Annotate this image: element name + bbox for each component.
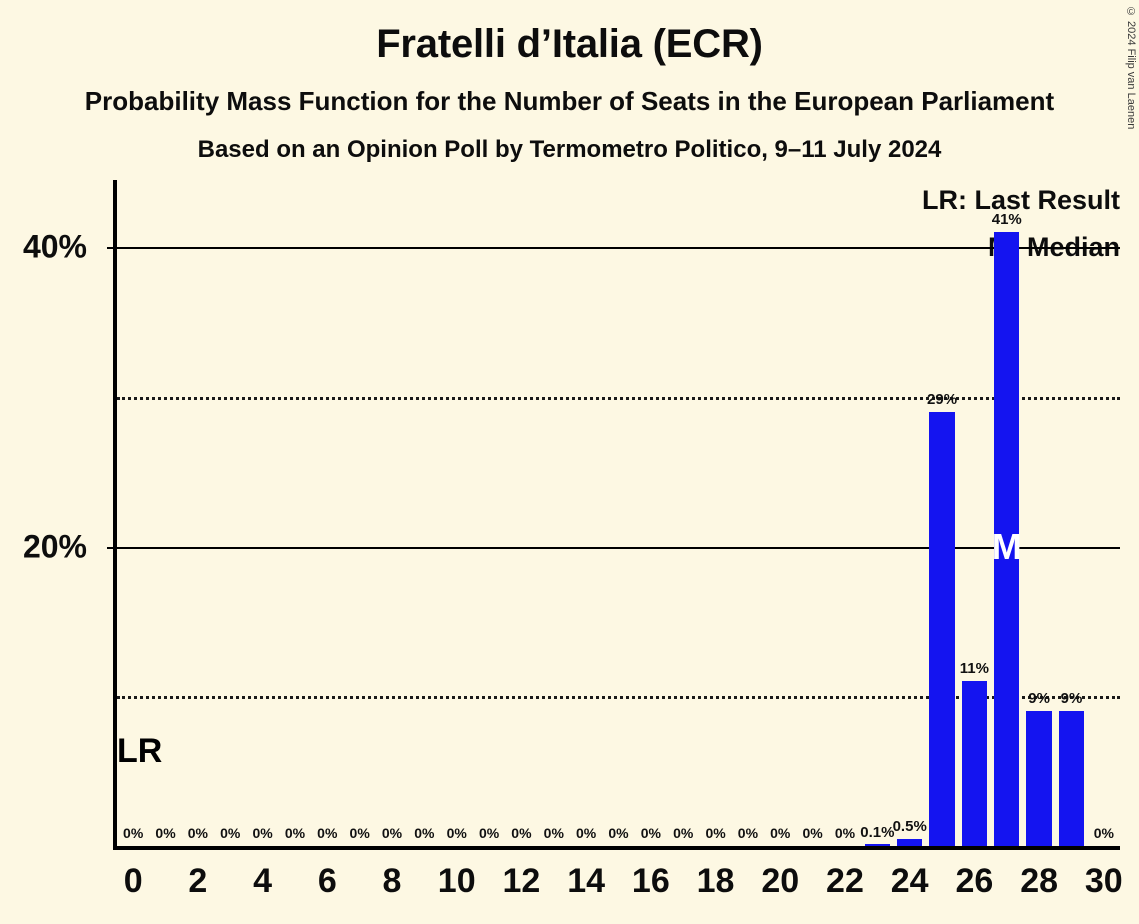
y-tick-label-40: 40%	[22, 228, 87, 265]
gridline-solid-40	[117, 247, 1120, 250]
bar-seat-27[interactable]	[994, 232, 1020, 846]
bar-value-label-seat-30: 0%	[1093, 825, 1114, 841]
bar-value-label-seat-15: 0%	[608, 825, 629, 841]
y-tick-40	[107, 247, 119, 250]
bar-value-label-seat-12: 0%	[511, 825, 532, 841]
bar-value-label-seat-0: 0%	[123, 825, 144, 841]
x-tick-label-30: 30	[1084, 862, 1123, 900]
y-axis-line	[113, 180, 117, 850]
bar-value-label-seat-3: 0%	[220, 825, 241, 841]
bar-value-label-seat-20: 0%	[770, 825, 791, 841]
x-axis-line	[113, 846, 1120, 850]
bar-value-label-seat-11: 0%	[478, 825, 500, 841]
bar-value-label-seat-25: 29%	[927, 390, 958, 408]
bar-value-label-seat-28: 9%	[1028, 690, 1050, 708]
x-tick-label-28: 28	[1020, 862, 1059, 900]
gridline-dotted-30	[117, 397, 1120, 400]
bar-value-label-seat-7: 0%	[349, 825, 370, 841]
bar-value-label-seat-5: 0%	[284, 825, 306, 841]
x-tick-label-10: 10	[437, 862, 476, 900]
bar-value-label-seat-8: 0%	[381, 825, 403, 841]
copyright-notice: © 2024 Filip van Laenen	[1125, 6, 1137, 130]
bar-value-label-seat-29: 9%	[1060, 690, 1083, 708]
y-tick-20	[107, 546, 119, 549]
bar-value-label-seat-17: 0%	[673, 825, 694, 841]
bar-seat-29[interactable]	[1058, 711, 1085, 846]
gridline-solid-20	[117, 546, 1120, 549]
bar-value-label-seat-1: 0%	[155, 825, 176, 841]
bar-value-label-seat-18: 0%	[705, 825, 726, 841]
gridline-dotted-10	[117, 696, 1120, 700]
page-title: Fratelli d’Italia (ECR)	[376, 22, 763, 66]
bar-value-label-seat-4: 0%	[252, 825, 273, 841]
x-tick-label-8: 8	[382, 862, 402, 900]
legend-last-result: LR: Last Result	[921, 185, 1120, 215]
x-tick-label-26: 26	[955, 862, 994, 900]
bar-seat-23[interactable]	[864, 844, 890, 846]
bar-seat-28[interactable]	[1026, 711, 1052, 846]
x-tick-label-6: 6	[317, 862, 337, 900]
bar-value-label-seat-2: 0%	[187, 825, 208, 841]
bar-value-label-seat-27: 41%	[991, 211, 1022, 229]
bar-value-label-seat-23: 0.1%	[860, 823, 895, 841]
x-tick-label-4: 4	[253, 862, 273, 900]
bar-value-label-seat-16: 0%	[640, 825, 661, 841]
x-tick-label-2: 2	[188, 862, 208, 900]
bar-value-label-seat-13: 0%	[543, 825, 564, 841]
y-tick-label-20: 20%	[22, 528, 87, 565]
median-marker: M	[991, 525, 1022, 567]
bar-value-label-seat-14: 0%	[576, 825, 597, 841]
bar-seat-24[interactable]	[897, 838, 923, 846]
x-tick-label-20: 20	[761, 862, 800, 900]
bar-value-label-seat-21: 0%	[802, 825, 823, 841]
bar-value-label-seat-22: 0%	[834, 825, 856, 841]
x-tick-label-16: 16	[631, 862, 670, 900]
x-tick-label-0: 0	[123, 862, 143, 900]
bar-value-label-seat-19: 0%	[737, 825, 759, 841]
plot-area: 20% 40% 0% 0% 0% 0% 0% 0% 0% 0% 0% 0% 0% 0% 0% 0% 0% 0% 0…	[23, 180, 1123, 900]
bar-seat-26[interactable]	[961, 681, 988, 846]
bar-value-label-seat-26: 11%	[959, 660, 989, 678]
chart-subtitle: Probability Mass Function for the Number…	[84, 86, 1055, 116]
bar-value-label-seat-10: 0%	[446, 825, 467, 841]
x-tick-label-24: 24	[890, 862, 929, 900]
x-tick-label-14: 14	[567, 862, 606, 900]
x-tick-label-22: 22	[826, 862, 864, 900]
bar-value-label-seat-9: 0%	[414, 825, 435, 841]
bar-seat-25[interactable]	[929, 411, 955, 846]
chart-source-line: Based on an Opinion Poll by Termometro P…	[197, 136, 942, 163]
bar-value-label-seat-6: 0%	[317, 825, 338, 841]
last-result-marker: LR	[117, 732, 163, 771]
x-tick-label-18: 18	[696, 862, 735, 900]
x-tick-label-12: 12	[502, 862, 541, 900]
bar-value-label-seat-24: 0.5%	[892, 817, 927, 835]
